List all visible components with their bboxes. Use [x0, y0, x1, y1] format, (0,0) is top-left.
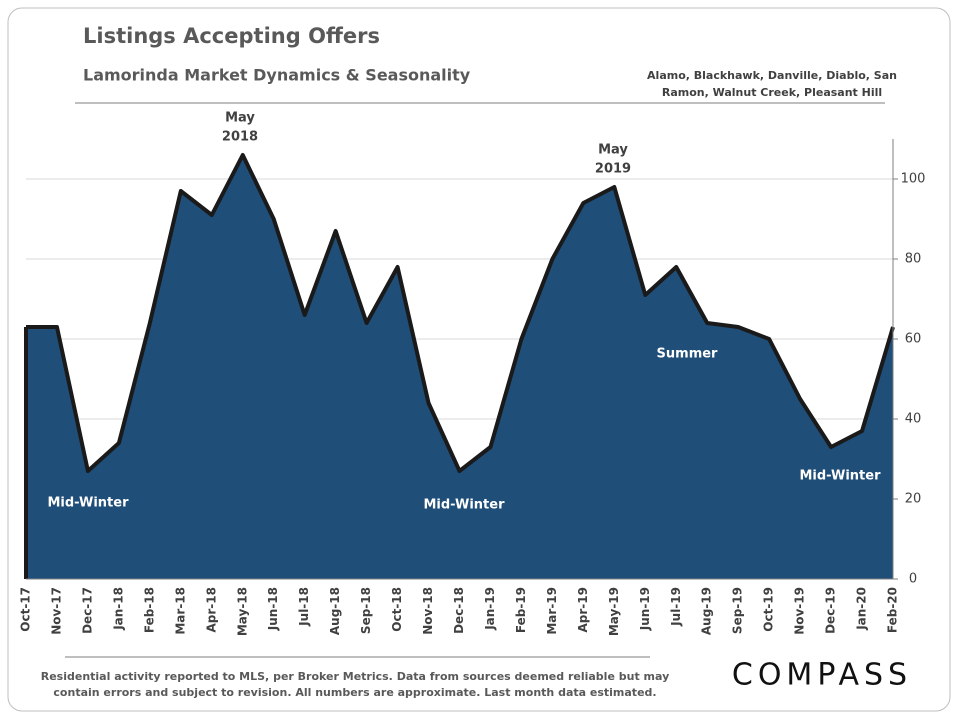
- x-tick-label: Oct-18: [390, 587, 404, 632]
- x-tick-label: Apr-19: [576, 587, 590, 632]
- x-tick-label: Dec-18: [452, 587, 466, 634]
- x-tick-label: Feb-20: [886, 587, 900, 633]
- x-tick-label: Oct-17: [19, 587, 33, 632]
- chart-subtitle: Lamorinda Market Dynamics & Seasonality: [83, 66, 471, 85]
- annotation: Mid-Winter: [47, 496, 129, 511]
- x-tick-label: Jun-19: [638, 587, 652, 631]
- annotation: May: [225, 111, 255, 126]
- x-tick-label: Sep-18: [359, 587, 373, 634]
- x-tick-label: Jan-18: [111, 587, 125, 631]
- area-fill: [26, 155, 893, 579]
- x-tick-label: Nov-18: [421, 587, 435, 635]
- x-tick-label: Jan-20: [855, 587, 869, 631]
- logo: COMPASS: [732, 658, 912, 693]
- x-tick-label: Oct-19: [762, 587, 776, 632]
- x-tick-label: May-19: [607, 587, 621, 636]
- x-tick-label: Aug-18: [328, 587, 342, 635]
- area-outline: [26, 153, 895, 473]
- y-tick-label: 0: [909, 572, 917, 587]
- x-tick-label: Apr-18: [204, 587, 218, 632]
- x-tick-label: Feb-18: [142, 587, 156, 633]
- x-tick-label: Jan-19: [483, 587, 497, 631]
- x-tick-label: Jun-18: [266, 587, 280, 631]
- region-note: Ramon, Walnut Creek, Pleasant Hill: [662, 86, 882, 99]
- x-tick-label: Sep-19: [731, 587, 745, 634]
- x-tick-label: Dec-19: [824, 587, 838, 634]
- x-tick-label: Nov-19: [793, 587, 807, 635]
- x-tick-label: Nov-17: [49, 587, 63, 635]
- region-note: Alamo, Blackhawk, Danville, Diablo, San: [647, 69, 897, 82]
- annotation: 2018: [222, 130, 258, 145]
- y-tick-label: 20: [905, 492, 922, 507]
- x-tick-label: Mar-18: [173, 587, 187, 635]
- x-tick-label: Jul-19: [669, 587, 683, 627]
- chart-title: Listings Accepting Offers: [83, 24, 380, 48]
- annotation: Summer: [657, 347, 719, 362]
- annotation: Mid-Winter: [799, 469, 881, 484]
- x-tick-label: May-18: [235, 587, 249, 636]
- x-tick-label: Feb-19: [514, 587, 528, 633]
- y-tick-label: 60: [905, 332, 922, 347]
- footnote: contain errors and subject to revision. …: [53, 686, 656, 699]
- x-tick-label: Aug-19: [700, 587, 714, 635]
- y-tick-label: 80: [905, 252, 922, 267]
- x-tick-label: Dec-17: [80, 587, 94, 634]
- annotation: May: [598, 143, 628, 158]
- annotation: Mid-Winter: [423, 498, 505, 513]
- footnote: Residential activity reported to MLS, pe…: [41, 670, 670, 683]
- x-tick-label: Mar-19: [545, 587, 559, 635]
- y-tick-label: 40: [905, 412, 922, 427]
- x-tick-label: Jul-18: [297, 587, 311, 627]
- y-tick-label: 100: [901, 172, 926, 187]
- annotation: 2019: [595, 162, 631, 177]
